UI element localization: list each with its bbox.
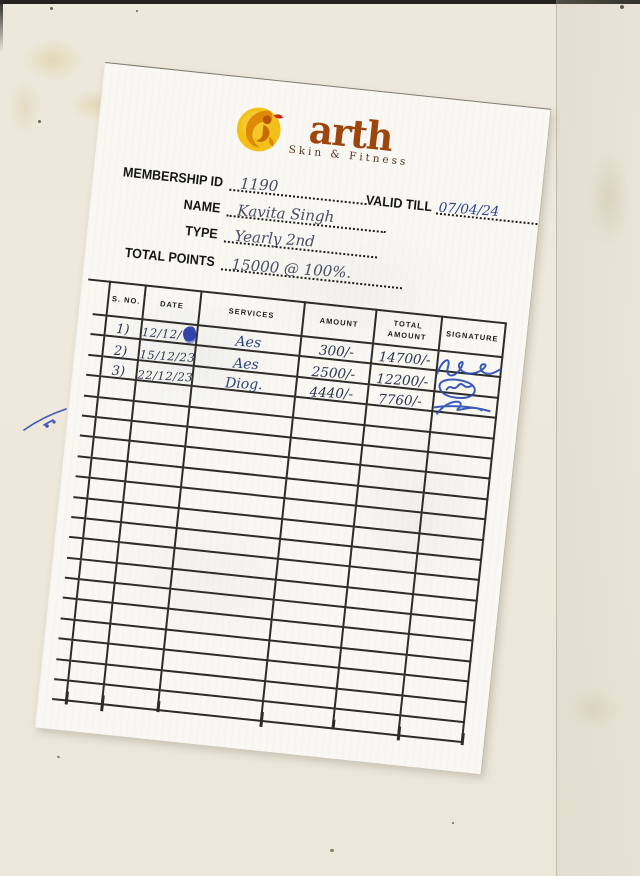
ink-blot (182, 326, 197, 343)
table-row: 3) 22/12/23 Diog. 4440/- 7760/- (86, 354, 499, 418)
points-table: S. NO. DATE SERVICES AMOUNT TOTAL AMOUNT… (52, 279, 507, 743)
field-value: Kavita Singh (236, 201, 335, 227)
handwritten-amount: 4440/- (309, 384, 354, 403)
handwritten-sno: 3) (111, 363, 126, 380)
field-label: TOTAL POINTS (124, 245, 216, 270)
stain (568, 688, 620, 730)
field-label: TYPE (184, 223, 219, 242)
stain (8, 78, 42, 136)
woman-fitness-icon (236, 107, 283, 152)
cell-signature (434, 370, 501, 400)
field-value: 1190 (239, 174, 279, 196)
background-right-shade (557, 0, 640, 876)
handwritten-services: Diog. (224, 375, 264, 394)
line-overshoot (460, 732, 465, 746)
handwritten-amount: 300/- (317, 342, 354, 362)
valid-till-value: 07/04/24 (438, 199, 501, 220)
scanned-membership-card: arth Skin & Fitness MEMBERSHIP ID 1190 N… (35, 62, 552, 775)
handwritten-services: Aes (235, 333, 262, 352)
scanner-top-edge (0, 0, 640, 4)
stain (22, 38, 84, 82)
field-value: Yearly 2nd (233, 226, 316, 251)
speck (38, 120, 41, 123)
table-row: 1) 12/12/Aes 300/- 14700/- (90, 314, 503, 378)
handwritten-sno: 1) (115, 322, 131, 338)
signature-scribble (436, 359, 502, 377)
signature-scribble (438, 378, 476, 400)
handwritten-services: Aes (232, 355, 260, 373)
handwritten-total_amount: 7760/- (378, 391, 423, 410)
handwritten-date: 15/12/23 (139, 346, 196, 365)
handwritten-total_amount: 12200/- (375, 370, 429, 391)
handwritten-amount: 2500/- (311, 363, 356, 383)
speck (56, 755, 61, 759)
scanner-left-edge (0, 0, 3, 52)
stain (588, 150, 630, 246)
handwritten-date: 22/12/23 (137, 367, 194, 385)
dotted-line: 07/04/24 (436, 196, 540, 226)
background-crease-line (556, 0, 557, 876)
handwritten-sno: 2) (113, 343, 129, 360)
form-row-valid-till: VALID TILL 07/04/24 (365, 189, 540, 226)
pen-scribble-mark (23, 408, 67, 431)
speck (330, 849, 334, 852)
speck (620, 5, 624, 9)
cell-signature (436, 350, 503, 378)
valid-till-label: VALID TILL (365, 192, 433, 215)
table-row: 2) 15/12/23 Aes 2500/- 12200/- (88, 334, 501, 400)
handwritten-date: 12/12/ (141, 325, 183, 343)
field-value: 15000 @ 100%. (230, 255, 352, 282)
header-date: DATE (142, 285, 202, 326)
brand-text: arth (307, 105, 395, 160)
points-table-body: 1) 12/12/Aes 300/- 14700/- 2) 15/12/23 Aes 2500… (52, 314, 503, 743)
header-sno: S. NO. (106, 281, 146, 320)
logo: arth Skin & Fitness (97, 87, 548, 189)
speck (136, 10, 138, 12)
cell-signature (432, 391, 499, 418)
signature-scribble (433, 400, 491, 415)
speck (452, 822, 454, 824)
speck (50, 7, 53, 10)
